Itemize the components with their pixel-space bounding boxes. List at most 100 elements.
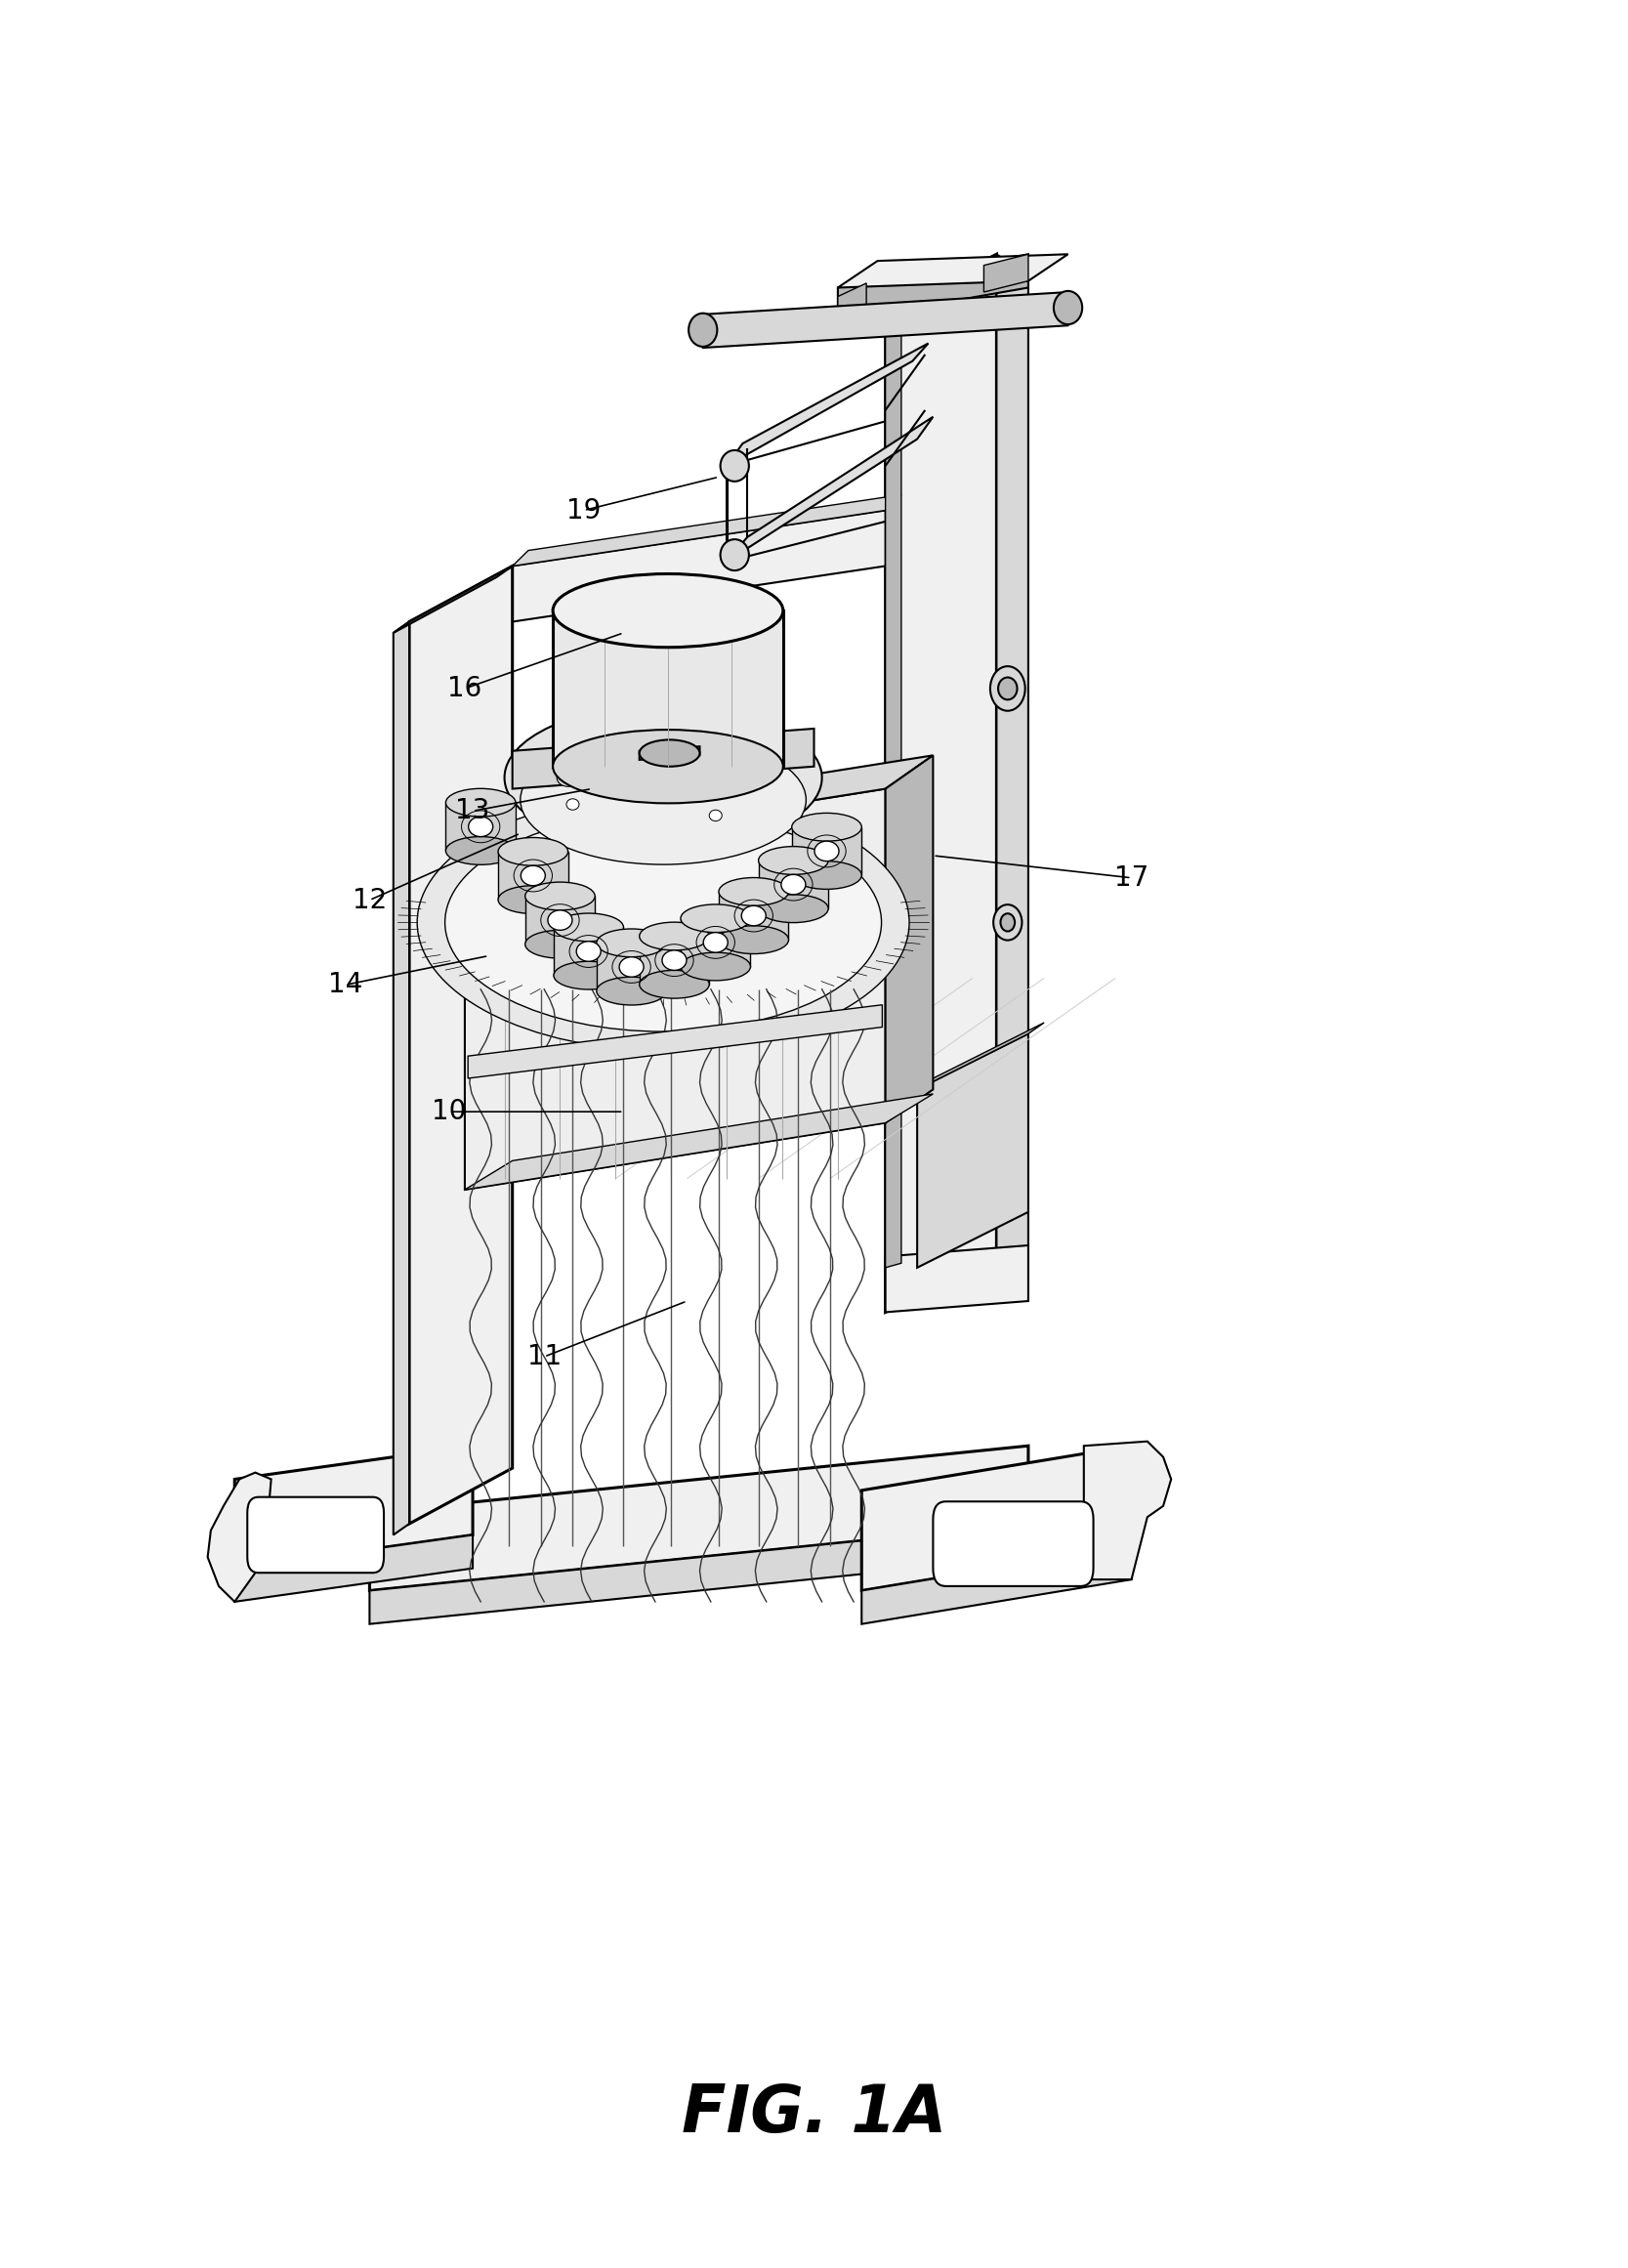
Text: 14: 14 <box>329 971 363 998</box>
Ellipse shape <box>718 925 788 955</box>
Ellipse shape <box>619 773 628 782</box>
Polygon shape <box>513 494 902 567</box>
Polygon shape <box>234 1535 472 1601</box>
Polygon shape <box>681 919 751 966</box>
Ellipse shape <box>990 667 1026 710</box>
Ellipse shape <box>567 798 580 810</box>
Text: 12: 12 <box>352 887 387 914</box>
Text: 16: 16 <box>448 676 482 703</box>
Ellipse shape <box>687 794 744 837</box>
Ellipse shape <box>689 313 718 347</box>
Ellipse shape <box>557 769 580 787</box>
Polygon shape <box>861 1547 1131 1624</box>
Ellipse shape <box>667 769 690 787</box>
Ellipse shape <box>640 739 700 767</box>
Polygon shape <box>838 284 866 322</box>
Polygon shape <box>526 896 594 943</box>
Polygon shape <box>718 891 788 939</box>
Ellipse shape <box>498 837 568 866</box>
Ellipse shape <box>741 905 765 925</box>
Ellipse shape <box>791 812 861 841</box>
Polygon shape <box>759 860 829 909</box>
Polygon shape <box>464 789 886 1191</box>
Polygon shape <box>1084 1442 1171 1579</box>
Ellipse shape <box>505 705 822 850</box>
Text: 19: 19 <box>567 497 601 524</box>
Polygon shape <box>640 746 700 760</box>
Ellipse shape <box>674 773 685 782</box>
Ellipse shape <box>759 846 829 875</box>
Polygon shape <box>886 306 902 1268</box>
Polygon shape <box>370 1445 1029 1590</box>
Polygon shape <box>208 1472 272 1601</box>
Ellipse shape <box>604 776 637 801</box>
Polygon shape <box>554 928 624 975</box>
Ellipse shape <box>1001 914 1014 932</box>
Text: FIG. 1A: FIG. 1A <box>682 2082 946 2146</box>
Ellipse shape <box>661 789 674 801</box>
FancyBboxPatch shape <box>247 1497 384 1572</box>
Ellipse shape <box>554 914 624 941</box>
Polygon shape <box>513 728 814 789</box>
FancyBboxPatch shape <box>933 1501 1094 1585</box>
Ellipse shape <box>1053 290 1083 324</box>
Ellipse shape <box>557 792 589 816</box>
Ellipse shape <box>444 814 881 1032</box>
Polygon shape <box>394 621 409 1535</box>
Polygon shape <box>498 850 568 900</box>
Polygon shape <box>446 803 516 850</box>
Text: 17: 17 <box>1114 864 1149 891</box>
Ellipse shape <box>720 540 749 572</box>
Ellipse shape <box>814 841 838 862</box>
Polygon shape <box>554 610 783 767</box>
Polygon shape <box>838 254 1068 288</box>
Ellipse shape <box>596 930 666 957</box>
Ellipse shape <box>681 953 751 980</box>
Polygon shape <box>394 567 513 633</box>
Polygon shape <box>234 1445 472 1569</box>
Ellipse shape <box>663 950 687 971</box>
Ellipse shape <box>554 730 783 803</box>
Polygon shape <box>917 1023 1044 1089</box>
Ellipse shape <box>591 767 650 812</box>
Ellipse shape <box>998 678 1018 699</box>
Polygon shape <box>726 342 928 465</box>
Polygon shape <box>370 1524 1029 1624</box>
Polygon shape <box>703 293 1068 347</box>
Ellipse shape <box>554 574 783 646</box>
Polygon shape <box>726 417 933 562</box>
Ellipse shape <box>521 735 806 864</box>
Ellipse shape <box>562 773 573 782</box>
Ellipse shape <box>469 816 493 837</box>
Polygon shape <box>464 755 933 855</box>
Polygon shape <box>886 755 933 1123</box>
Text: 13: 13 <box>456 798 490 826</box>
Ellipse shape <box>417 794 910 1050</box>
Ellipse shape <box>526 930 594 959</box>
Ellipse shape <box>781 875 806 894</box>
Ellipse shape <box>619 957 643 978</box>
Ellipse shape <box>544 782 601 826</box>
Ellipse shape <box>576 941 601 962</box>
Ellipse shape <box>720 451 749 481</box>
Ellipse shape <box>718 878 788 905</box>
Polygon shape <box>409 567 513 1524</box>
Text: 10: 10 <box>431 1098 466 1125</box>
Ellipse shape <box>614 782 627 794</box>
Polygon shape <box>861 1445 1131 1590</box>
Polygon shape <box>917 1034 1029 1268</box>
Ellipse shape <box>681 905 751 932</box>
Polygon shape <box>996 254 1029 1279</box>
Ellipse shape <box>446 789 516 816</box>
Ellipse shape <box>498 887 568 914</box>
Ellipse shape <box>759 894 829 923</box>
Text: 11: 11 <box>527 1343 562 1370</box>
Ellipse shape <box>612 769 635 787</box>
Ellipse shape <box>640 971 710 998</box>
Ellipse shape <box>710 810 721 821</box>
Polygon shape <box>983 254 1029 293</box>
Ellipse shape <box>993 905 1022 941</box>
Ellipse shape <box>547 909 573 930</box>
Ellipse shape <box>526 882 594 909</box>
Ellipse shape <box>653 782 684 807</box>
